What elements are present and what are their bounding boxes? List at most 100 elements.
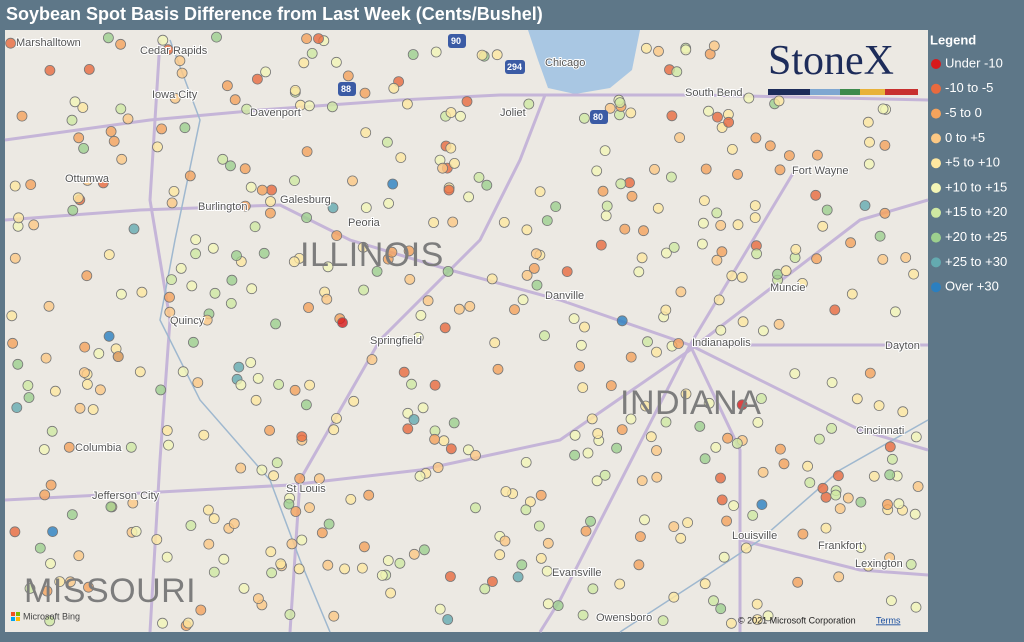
station-dot: [615, 178, 627, 190]
station-dot: [722, 432, 733, 444]
station-dot: [152, 141, 163, 153]
station-dot: [260, 66, 272, 78]
station-dot: [884, 469, 896, 481]
city-label: Cedar Rapids: [140, 45, 208, 57]
map: Marshalltown Cedar Rapids Iowa City Dave…: [4, 30, 929, 633]
station-dot: [238, 583, 250, 594]
station-dot: [286, 538, 298, 550]
station-dot: [164, 291, 175, 303]
station-dot: [912, 481, 924, 492]
station-dot: [792, 576, 804, 588]
station-dot: [756, 393, 767, 404]
station-dot: [16, 110, 28, 122]
station-dot: [846, 288, 858, 300]
station-dot: [682, 517, 693, 528]
logo: StoneX: [768, 38, 918, 95]
legend-label: +20 to +25: [945, 229, 1007, 244]
station-dot: [356, 562, 368, 574]
station-dot: [716, 494, 728, 506]
station-dot: [403, 245, 415, 257]
station-dot: [826, 422, 837, 434]
legend-label: -5 to 0: [945, 105, 982, 120]
station-dot: [636, 252, 648, 264]
station-dot: [67, 204, 79, 216]
station-dot: [486, 273, 498, 285]
station-dot: [251, 73, 263, 85]
station-dot: [271, 457, 283, 469]
station-dot: [69, 96, 81, 108]
station-dot: [304, 379, 316, 391]
station-dot: [347, 175, 358, 187]
station-dot: [600, 210, 612, 222]
station-dot: [323, 518, 335, 530]
station-dot: [585, 515, 596, 527]
station-dot: [108, 135, 120, 147]
city-label: Danville: [545, 290, 584, 302]
legend-swatch: [931, 232, 941, 243]
station-dots: [5, 31, 924, 631]
station-dot: [780, 265, 792, 277]
station-dot: [641, 42, 652, 54]
station-dot: [500, 486, 512, 497]
station-dot: [699, 453, 711, 465]
station-dot: [316, 527, 328, 539]
station-dot: [614, 97, 626, 108]
station-dot: [893, 498, 905, 510]
station-dot: [9, 526, 21, 538]
station-dot: [810, 189, 822, 201]
station-dot: [225, 160, 236, 172]
copyright: © 2021 Microsoft Corporation: [738, 615, 856, 625]
legend-swatch: [931, 108, 941, 119]
station-dot: [116, 288, 127, 300]
station-dot: [176, 67, 188, 79]
state-label: ILLINOIS: [300, 236, 444, 274]
legend-swatch: [931, 133, 941, 144]
station-dot: [525, 496, 536, 508]
station-dot: [697, 238, 708, 250]
station-dot: [273, 378, 285, 390]
legend-swatch: [931, 83, 941, 94]
station-dot: [651, 445, 662, 456]
legend-swatch: [931, 59, 941, 69]
station-dot: [182, 617, 194, 629]
station-dot: [245, 181, 257, 193]
station-dot: [348, 395, 360, 407]
station-dot: [473, 171, 485, 183]
highway-label: 80: [593, 112, 603, 122]
station-dot: [256, 464, 268, 476]
legend-swatch: [931, 158, 941, 169]
station-dot: [723, 116, 734, 128]
station-dot: [873, 400, 885, 412]
station-dot: [250, 394, 262, 406]
station-dot: [156, 123, 168, 135]
station-dot: [82, 174, 93, 186]
station-dot: [429, 433, 441, 445]
station-dot: [494, 549, 506, 561]
station-dot: [445, 443, 457, 455]
station-dot: [877, 253, 889, 265]
station-dot: [599, 145, 611, 157]
station-dot: [157, 34, 169, 46]
station-dot: [897, 406, 909, 418]
station-dot: [115, 38, 126, 50]
station-dot: [561, 266, 573, 278]
logo-text: StoneX: [768, 38, 894, 84]
station-dot: [12, 358, 24, 370]
station-dot: [830, 489, 842, 501]
station-dot: [288, 256, 300, 268]
station-dot: [22, 380, 34, 391]
station-dot: [591, 475, 603, 487]
station-dot: [479, 583, 491, 595]
station-dot: [453, 303, 465, 315]
station-dot: [784, 150, 795, 162]
station-dot: [864, 367, 876, 379]
station-dot: [23, 392, 35, 403]
station-dot: [626, 190, 638, 202]
station-dot: [174, 55, 186, 67]
station-dot: [582, 447, 594, 459]
city-label: Joliet: [500, 107, 526, 119]
station-dot: [879, 139, 891, 151]
station-dot: [290, 506, 302, 517]
station-dot: [636, 475, 648, 487]
terms-link[interactable]: Terms: [876, 615, 901, 625]
